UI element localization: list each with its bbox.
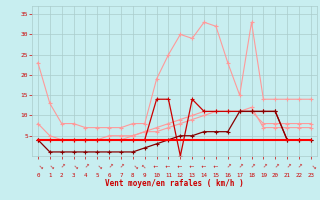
Text: ↑: ↑ bbox=[213, 163, 219, 167]
Text: ↑: ↑ bbox=[190, 163, 195, 167]
Text: ↑: ↑ bbox=[58, 163, 65, 170]
Text: ↑: ↑ bbox=[224, 163, 231, 170]
Text: ↑: ↑ bbox=[106, 163, 113, 170]
Text: ↑: ↑ bbox=[94, 163, 101, 170]
Text: ↑: ↑ bbox=[284, 163, 291, 170]
Text: ↑: ↑ bbox=[117, 163, 124, 170]
Text: ↑: ↑ bbox=[248, 163, 255, 170]
X-axis label: Vent moyen/en rafales ( km/h ): Vent moyen/en rafales ( km/h ) bbox=[105, 179, 244, 188]
Text: ↑: ↑ bbox=[82, 163, 89, 170]
Text: ↑: ↑ bbox=[272, 163, 279, 170]
Text: ↑: ↑ bbox=[166, 163, 171, 167]
Text: ↑: ↑ bbox=[154, 163, 159, 167]
Text: ↑: ↑ bbox=[178, 163, 183, 167]
Text: ↑: ↑ bbox=[296, 163, 302, 170]
Text: ↑: ↑ bbox=[70, 163, 77, 170]
Text: ↑: ↑ bbox=[130, 163, 136, 170]
Text: ↑: ↑ bbox=[202, 163, 207, 167]
Text: ↑: ↑ bbox=[260, 163, 267, 170]
Text: ↑: ↑ bbox=[46, 163, 53, 170]
Text: ↑: ↑ bbox=[141, 163, 148, 170]
Text: ↑: ↑ bbox=[35, 163, 41, 170]
Text: ↑: ↑ bbox=[236, 163, 243, 170]
Text: ↑: ↑ bbox=[308, 163, 314, 170]
